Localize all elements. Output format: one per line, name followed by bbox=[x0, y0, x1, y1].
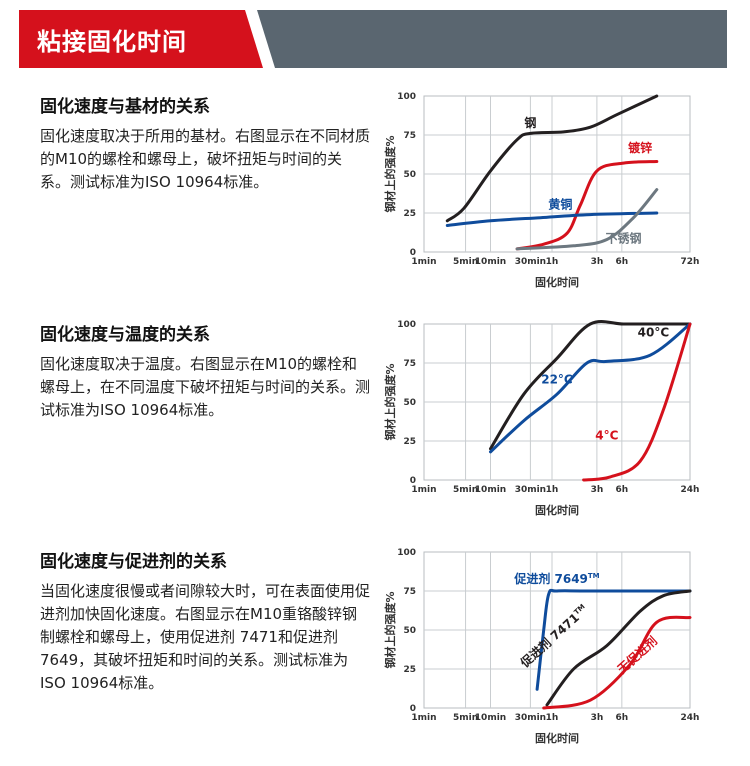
series-line bbox=[445, 211, 659, 227]
y-tick-label: 50 bbox=[403, 626, 416, 636]
x-tick-label: 6h bbox=[616, 713, 629, 723]
section-activator: 固化速度与促进剂的关系 当固化速度很慢或者间隙较大时，可在表面使用促进剂加快固化… bbox=[40, 547, 370, 695]
section-body: 当固化速度很慢或者间隙较大时，可在表面使用促进剂加快固化速度。右图显示在M10重… bbox=[40, 582, 371, 692]
label-no-activator: 无促进剂 bbox=[614, 633, 660, 677]
x-tick-label: 1min bbox=[411, 713, 436, 723]
x-tick-label: 10min bbox=[475, 485, 506, 495]
y-tick-label: 50 bbox=[403, 170, 416, 180]
x-axis-title: 固化时间 bbox=[535, 731, 579, 745]
x-tick-label: 1h bbox=[546, 257, 559, 267]
section-body: 固化速度取决于温度。右图显示在M10的螺栓和螺母上，在不同温度下破坏扭矩与时间的… bbox=[40, 355, 371, 419]
label-activator-7649: 促进剂 7649TM bbox=[513, 571, 599, 586]
label-4c: 4°C bbox=[595, 428, 618, 442]
section-heading: 固化速度与促进剂的关系 bbox=[40, 552, 227, 572]
x-tick-label: 10min bbox=[475, 257, 506, 267]
series-line bbox=[582, 322, 692, 482]
x-tick-label: 1h bbox=[546, 485, 559, 495]
x-tick-label: 6h bbox=[616, 257, 629, 267]
y-axis-title: 钢材上的强度% bbox=[383, 363, 397, 440]
header-title-block bbox=[19, 10, 267, 68]
series-line bbox=[515, 160, 659, 251]
label-activator-7471: 促进剂 7471TM bbox=[517, 602, 591, 671]
label-40c: 40°C bbox=[638, 325, 670, 339]
x-tick-label: 3h bbox=[591, 257, 604, 267]
x-tick-label: 1min bbox=[411, 485, 436, 495]
x-tick-label: 10min bbox=[475, 713, 506, 723]
section-heading: 固化速度与温度的关系 bbox=[40, 325, 210, 345]
series-line bbox=[515, 188, 659, 251]
series-line bbox=[535, 588, 692, 691]
x-axis-title: 固化时间 bbox=[535, 275, 579, 289]
x-tick-label: 5min bbox=[453, 257, 478, 267]
y-tick-label: 25 bbox=[403, 209, 416, 219]
y-tick-label: 75 bbox=[403, 587, 416, 597]
y-tick-label: 100 bbox=[397, 548, 416, 558]
y-axis-title: 钢材上的强度% bbox=[383, 135, 397, 212]
y-tick-label: 100 bbox=[397, 320, 416, 330]
x-tick-label: 24h bbox=[681, 713, 700, 723]
header-bar: 粘接固化时间 bbox=[19, 10, 727, 68]
section-body: 固化速度取决于所用的基材。右图显示在不同材质的M10的螺栓和螺母上，破坏扭矩与时… bbox=[40, 127, 371, 191]
label-brass: 黄铜 bbox=[548, 196, 572, 211]
series-line bbox=[489, 322, 692, 454]
x-tick-label: 5min bbox=[453, 485, 478, 495]
x-tick-label: 3h bbox=[591, 485, 604, 495]
section-substrate: 固化速度与基材的关系 固化速度取决于所用的基材。右图显示在不同材质的M10的螺栓… bbox=[40, 92, 370, 194]
label-22c: 22°C bbox=[541, 372, 573, 386]
x-tick-label: 1min bbox=[411, 257, 436, 267]
label-steel: 钢 bbox=[524, 115, 536, 130]
label-galvanized: 镀锌 bbox=[628, 140, 652, 155]
series-line bbox=[545, 589, 692, 707]
y-tick-label: 0 bbox=[410, 476, 416, 486]
trademark-superscript: TM bbox=[573, 603, 587, 617]
y-tick-label: 25 bbox=[403, 437, 416, 447]
x-tick-label: 30min bbox=[515, 485, 546, 495]
trademark-superscript: TM bbox=[588, 572, 600, 580]
section-temperature: 固化速度与温度的关系 固化速度取决于温度。右图显示在M10的螺栓和螺母上，在不同… bbox=[40, 320, 370, 422]
x-tick-label: 3h bbox=[591, 713, 604, 723]
y-tick-label: 75 bbox=[403, 359, 416, 369]
x-tick-label: 72h bbox=[681, 257, 700, 267]
y-tick-label: 0 bbox=[410, 248, 416, 258]
x-tick-label: 24h bbox=[681, 485, 700, 495]
series-line bbox=[542, 615, 692, 710]
x-tick-label: 1h bbox=[546, 713, 559, 723]
y-axis-title: 钢材上的强度% bbox=[383, 591, 397, 668]
x-tick-label: 6h bbox=[616, 485, 629, 495]
y-tick-label: 50 bbox=[403, 398, 416, 408]
section-heading: 固化速度与基材的关系 bbox=[40, 97, 210, 117]
x-tick-label: 30min bbox=[515, 713, 546, 723]
series-line bbox=[445, 94, 659, 223]
y-tick-label: 0 bbox=[410, 704, 416, 714]
x-tick-label: 30min bbox=[515, 257, 546, 267]
page-title: 粘接固化时间 bbox=[37, 28, 187, 56]
series-line bbox=[489, 319, 692, 451]
y-tick-label: 100 bbox=[397, 92, 416, 102]
x-tick-label: 5min bbox=[453, 713, 478, 723]
label-stainless: 不锈钢 bbox=[605, 231, 641, 246]
x-axis-title: 固化时间 bbox=[535, 503, 579, 517]
y-tick-label: 75 bbox=[403, 131, 416, 141]
y-tick-label: 25 bbox=[403, 665, 416, 675]
